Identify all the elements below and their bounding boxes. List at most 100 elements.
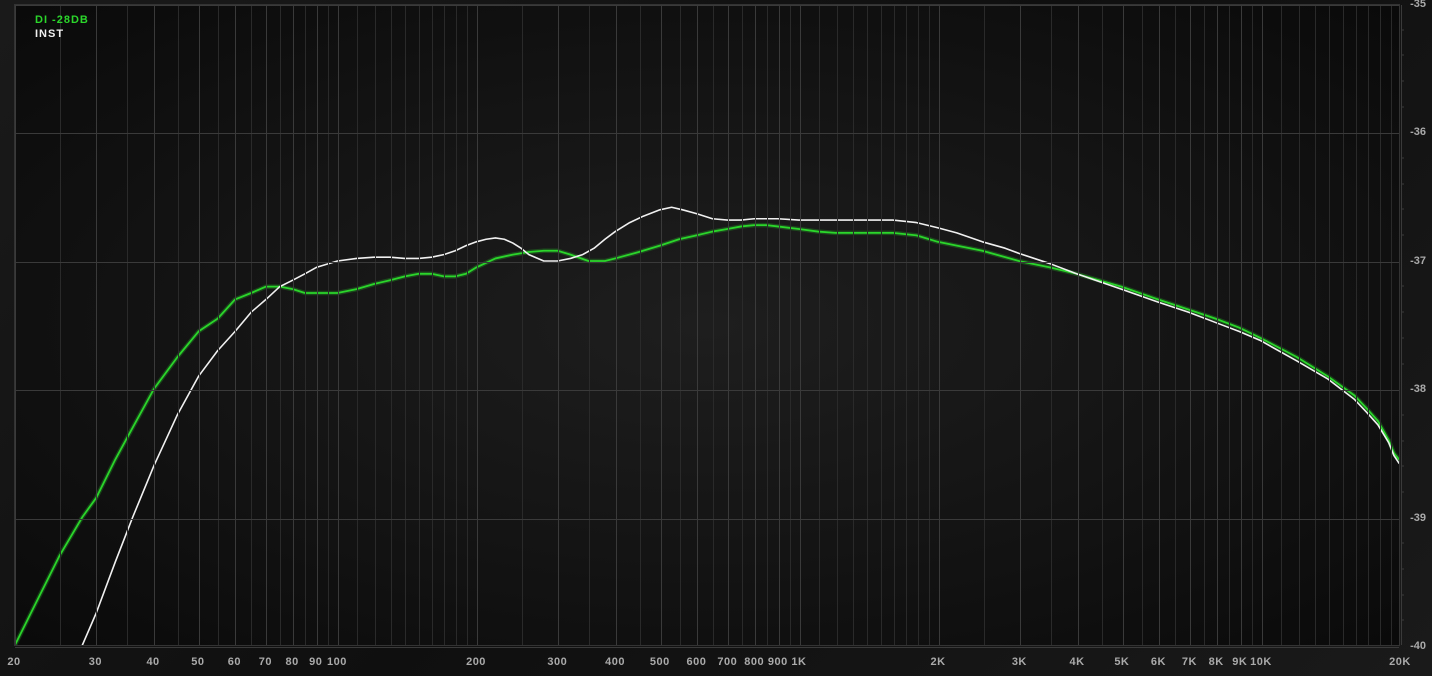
gridline-v-minor (1329, 5, 1330, 645)
gridline-v-minor (1343, 5, 1344, 645)
gridline-v (477, 5, 478, 645)
gridline-v-minor (419, 5, 420, 645)
gridline-v-minor (1175, 5, 1176, 645)
x-axis-label: 80 (286, 656, 299, 668)
gridline-v (755, 5, 756, 645)
x-axis-label: 200 (466, 656, 486, 668)
legend-item-di: DI -28DB (35, 13, 89, 27)
y-tick-minor (1401, 158, 1404, 159)
x-axis-label: 6K (1151, 656, 1166, 668)
gridline-h (15, 133, 1399, 134)
y-tick-minor (1401, 466, 1404, 467)
gridline-v-minor (456, 5, 457, 645)
y-axis-label: -38 (1410, 383, 1426, 395)
x-axis-label: 1K (791, 656, 806, 668)
y-axis-label: -37 (1410, 255, 1426, 267)
gridline-v (1241, 5, 1242, 645)
gridline-v-minor (1142, 5, 1143, 645)
gridline-v (235, 5, 236, 645)
gridline-v-minor (1102, 5, 1103, 645)
gridline-v-minor (837, 5, 838, 645)
gridline-v-minor (713, 5, 714, 645)
gridline-v-minor (251, 5, 252, 645)
plot-area[interactable]: DI -28DB INST (14, 4, 1400, 646)
curve-glow (15, 225, 1399, 645)
gridline-v-minor (790, 5, 791, 645)
x-axis-label: 300 (547, 656, 567, 668)
gridline-v-minor (1252, 5, 1253, 645)
gridline-v-minor (680, 5, 681, 645)
gridline-v (96, 5, 97, 645)
gridline-h (15, 262, 1399, 263)
x-axis-label: 10K (1250, 656, 1272, 668)
legend: DI -28DB INST (35, 13, 89, 41)
gridline-v-minor (640, 5, 641, 645)
y-tick-minor (1401, 440, 1404, 441)
gridline-v (1123, 5, 1124, 645)
x-axis-label: 500 (650, 656, 670, 668)
y-tick-minor (1401, 491, 1404, 492)
gridline-v (266, 5, 267, 645)
y-tick-minor (1401, 312, 1404, 313)
gridline-v-minor (906, 5, 907, 645)
x-axis-label: 8K (1209, 656, 1224, 668)
x-axis-label: 90 (309, 656, 322, 668)
y-tick-minor (1401, 286, 1404, 287)
x-axis-label: 40 (146, 656, 159, 668)
x-axis-label: 4K (1070, 656, 1085, 668)
y-tick-minor (1401, 29, 1404, 30)
gridline-v (15, 5, 16, 645)
x-axis-label: 800 (744, 656, 764, 668)
curve-di--28db (15, 225, 1399, 645)
gridline-v-minor (853, 5, 854, 645)
gridline-v (616, 5, 617, 645)
y-tick-minor (1401, 337, 1404, 338)
y-axis-label: -35 (1410, 0, 1426, 10)
gridline-v-minor (767, 5, 768, 645)
x-axis-label: 3K (1012, 656, 1027, 668)
gridline-v (661, 5, 662, 645)
gridline-v-minor (391, 5, 392, 645)
gridline-v-minor (405, 5, 406, 645)
gridline-v (558, 5, 559, 645)
gridline-v (779, 5, 780, 645)
y-tick-minor (1401, 106, 1404, 107)
gridline-v-minor (918, 5, 919, 645)
y-tick-minor (1401, 594, 1404, 595)
gridline-v-minor (1380, 5, 1381, 645)
gridline-v (728, 5, 729, 645)
y-tick-minor (1401, 235, 1404, 236)
gridline-v-minor (867, 5, 868, 645)
x-axis-label: 5K (1114, 656, 1129, 668)
gridline-v-minor (984, 5, 985, 645)
gridline-v (939, 5, 940, 645)
gridline-v-minor (819, 5, 820, 645)
x-axis-label: 50 (191, 656, 204, 668)
x-axis-label: 60 (228, 656, 241, 668)
x-axis-label: 7K (1182, 656, 1197, 668)
gridline-v-minor (1368, 5, 1369, 645)
y-axis-label: -36 (1410, 126, 1426, 138)
curves-svg (15, 5, 1399, 645)
x-axis-label: 30 (89, 656, 102, 668)
gridline-v (1190, 5, 1191, 645)
gridline-v-minor (305, 5, 306, 645)
gridline-v-minor (881, 5, 882, 645)
y-tick-minor (1401, 620, 1404, 621)
gridline-v (1159, 5, 1160, 645)
y-tick-minor (1401, 414, 1404, 415)
y-axis-label: -40 (1410, 640, 1426, 652)
gridline-v-minor (1229, 5, 1230, 645)
legend-item-inst: INST (35, 27, 89, 41)
gridline-v-minor (1051, 5, 1052, 645)
x-axis-label: 2K (930, 656, 945, 668)
gridline-v-minor (178, 5, 179, 645)
x-axis-label: 700 (717, 656, 737, 668)
gridline-v-minor (1299, 5, 1300, 645)
gridline-v-minor (60, 5, 61, 645)
gridline-v (1401, 5, 1402, 645)
x-axis-label: 600 (686, 656, 706, 668)
gridline-v-minor (522, 5, 523, 645)
gridline-v (338, 5, 339, 645)
gridline-v (800, 5, 801, 645)
